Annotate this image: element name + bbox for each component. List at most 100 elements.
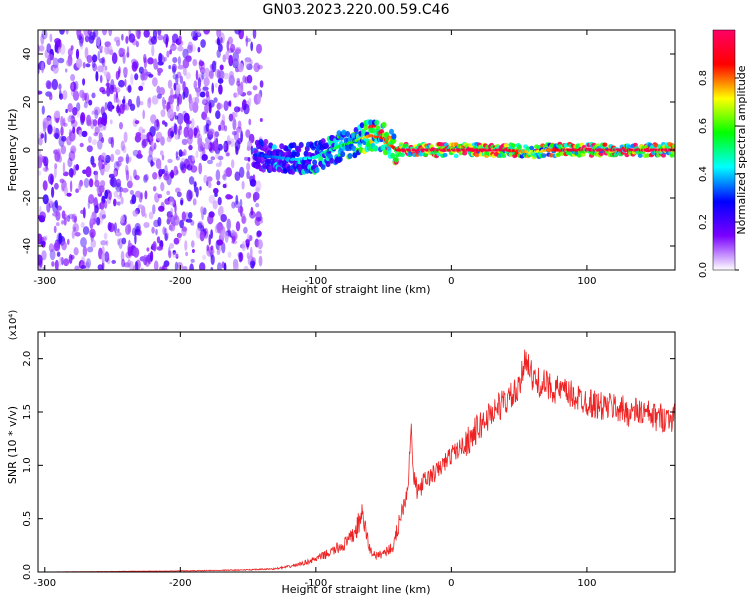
heatmap-cell bbox=[225, 194, 232, 200]
heatmap-cell bbox=[142, 109, 145, 120]
heatmap-cell bbox=[172, 220, 176, 227]
heatmap-cell bbox=[109, 119, 113, 125]
heatmap-cell bbox=[184, 240, 188, 251]
heatmap-cell bbox=[87, 30, 92, 36]
heatmap-cell bbox=[240, 130, 244, 143]
heatmap-cell bbox=[164, 198, 171, 205]
heatmap-cell bbox=[122, 52, 126, 64]
heatmap-cell bbox=[169, 243, 175, 249]
heatmap-cell bbox=[164, 233, 168, 241]
heatmap-cell bbox=[186, 44, 193, 54]
heatmap-cell bbox=[187, 41, 193, 51]
heatmap-cell bbox=[190, 118, 195, 129]
heatmap-cell bbox=[148, 211, 154, 220]
heatmap-cell bbox=[97, 139, 103, 150]
heatmap-cell bbox=[175, 151, 179, 159]
heatmap-cell bbox=[66, 135, 72, 146]
heatmap-cell bbox=[199, 262, 206, 270]
heatmap-cell bbox=[174, 261, 179, 270]
heatmap-cell bbox=[83, 178, 90, 188]
heatmap-cell bbox=[215, 162, 222, 168]
heatmap-cell bbox=[246, 90, 252, 96]
heatmap-cell bbox=[192, 36, 198, 41]
heatmap-cell bbox=[213, 187, 219, 194]
heatmap-cell bbox=[204, 102, 209, 114]
heatmap-cell bbox=[246, 233, 250, 241]
heatmap-cell bbox=[174, 203, 177, 214]
heatmap-cell bbox=[258, 249, 263, 254]
heatmap-cell bbox=[122, 145, 127, 154]
heatmap-cell bbox=[116, 98, 120, 103]
heatmap-cell bbox=[188, 99, 194, 112]
heatmap-cell bbox=[207, 214, 214, 225]
heatmap-cell bbox=[336, 130, 342, 137]
heatmap-cell bbox=[442, 152, 448, 158]
heatmap-cell bbox=[152, 204, 156, 215]
heatmap-cell bbox=[126, 180, 133, 189]
heatmap-cell bbox=[160, 109, 166, 118]
heatmap-cell bbox=[113, 190, 119, 198]
heatmap-cell bbox=[172, 57, 178, 63]
heatmap-cell bbox=[78, 182, 82, 191]
heatmap-cell bbox=[227, 251, 232, 258]
heatmap-cell bbox=[63, 258, 70, 267]
heatmap-cell bbox=[156, 236, 161, 244]
heatmap-cell bbox=[96, 216, 101, 226]
heatmap-cell bbox=[178, 35, 182, 43]
heatmap-cell bbox=[193, 181, 197, 188]
heatmap-cell bbox=[38, 259, 43, 268]
heatmap-cell bbox=[175, 187, 181, 194]
x-tick-label: -300 bbox=[33, 578, 56, 589]
heatmap-cell bbox=[140, 267, 144, 270]
heatmap-cell bbox=[248, 235, 253, 242]
heatmap-cell bbox=[203, 77, 210, 87]
heatmap-cell bbox=[161, 154, 165, 161]
heatmap-cell bbox=[101, 252, 105, 264]
heatmap-cell bbox=[363, 124, 369, 131]
heatmap-cell bbox=[245, 192, 252, 199]
heatmap-cell bbox=[235, 48, 241, 55]
heatmap-cell bbox=[74, 80, 79, 91]
heatmap-cell bbox=[208, 195, 216, 204]
heatmap-cell bbox=[179, 124, 182, 136]
heatmap-cell bbox=[391, 133, 397, 140]
heatmap-cell bbox=[63, 122, 68, 127]
heatmap-cell bbox=[54, 151, 61, 162]
heatmap-cell bbox=[67, 48, 73, 57]
heatmap-cell bbox=[236, 126, 242, 133]
heatmap-cell bbox=[174, 212, 178, 221]
heatmap-cell bbox=[208, 128, 215, 135]
heatmap-cell bbox=[86, 54, 93, 64]
heatmap-cell bbox=[95, 35, 101, 47]
heatmap-cell bbox=[100, 117, 108, 127]
heatmap-cell bbox=[99, 201, 105, 210]
heatmap-cell bbox=[453, 153, 459, 159]
heatmap-cell bbox=[462, 151, 468, 156]
heatmap-cell bbox=[57, 57, 65, 64]
heatmap-cell bbox=[120, 140, 125, 152]
heatmap-cell bbox=[129, 190, 134, 195]
heatmap-cell bbox=[206, 176, 213, 182]
heatmap-cell bbox=[85, 166, 92, 178]
heatmap-cell bbox=[158, 205, 165, 212]
y-tick-label: 2.0 bbox=[22, 351, 33, 367]
heatmap-cell bbox=[95, 71, 99, 82]
heatmap-cell bbox=[197, 77, 202, 89]
heatmap-cell bbox=[234, 92, 240, 98]
colorbar-ticks: 0.0 0.2 0.4 0.6 0.8 bbox=[698, 70, 739, 278]
heatmap-cell bbox=[92, 162, 97, 168]
heatmap-cell bbox=[129, 199, 135, 205]
heatmap-cell bbox=[125, 224, 131, 235]
heatmap-cell bbox=[70, 115, 76, 124]
heatmap-cell bbox=[75, 48, 80, 60]
heatmap-cell bbox=[134, 233, 137, 245]
heatmap-cell bbox=[192, 198, 197, 206]
heatmap-cell bbox=[92, 119, 98, 127]
heatmap-cell bbox=[234, 171, 241, 181]
heatmap-cell bbox=[38, 154, 43, 163]
spectrogram-xlabel: Height of straight line (km) bbox=[281, 283, 430, 296]
heatmap-cell bbox=[193, 133, 197, 139]
heatmap-cell bbox=[238, 252, 243, 263]
heatmap-cell bbox=[56, 232, 63, 245]
heatmap-cell bbox=[142, 128, 146, 134]
